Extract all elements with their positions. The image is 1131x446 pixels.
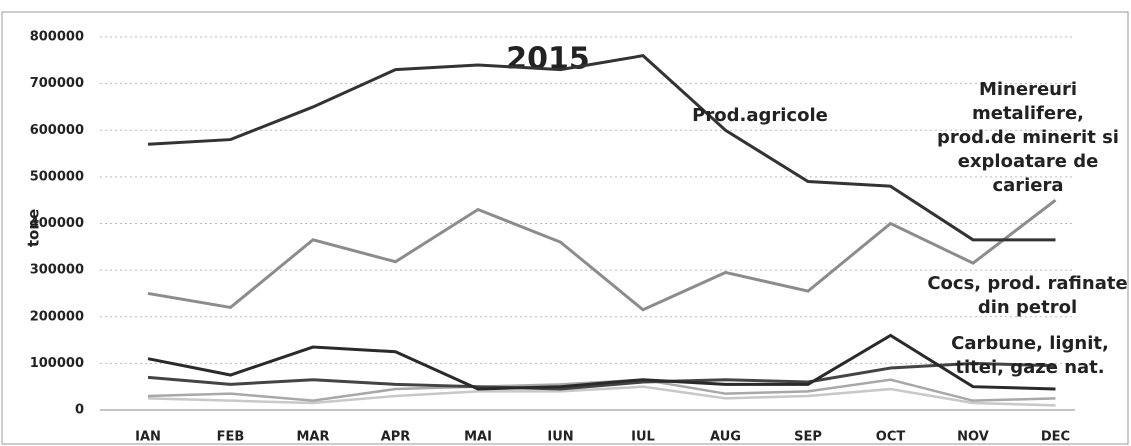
x-tick-label: APR bbox=[381, 430, 411, 445]
y-tick-label: 500000 bbox=[30, 169, 84, 184]
x-tick-label: IUL bbox=[631, 430, 655, 445]
x-tick-label: NOV bbox=[957, 430, 989, 445]
x-tick-label: OCT bbox=[876, 430, 906, 445]
chart-title: 2015 bbox=[506, 42, 590, 77]
x-tick-label: SEP bbox=[794, 430, 822, 445]
x-tick-label: MAI bbox=[464, 430, 492, 445]
y-tick-label: 200000 bbox=[30, 309, 84, 324]
series-label: Cocs, prod. rafinate din petrol bbox=[927, 273, 1128, 318]
y-tick-label: 400000 bbox=[30, 216, 84, 231]
y-tick-label: 300000 bbox=[30, 263, 84, 278]
series-line bbox=[147, 54, 1056, 242]
series-line bbox=[147, 361, 1056, 391]
series-line bbox=[147, 385, 1056, 407]
y-tick-label: 100000 bbox=[30, 356, 84, 371]
x-tick-label: MAR bbox=[296, 430, 329, 445]
y-tick-label: 800000 bbox=[30, 30, 84, 45]
x-tick-label: FEB bbox=[217, 430, 245, 445]
y-axis-label: tone bbox=[25, 209, 43, 247]
series-label: Minereuri metalifere, prod.de minerit si… bbox=[937, 79, 1119, 196]
series-line bbox=[147, 333, 1056, 391]
series-label: Carbune, lignit, titei, gaze nat. bbox=[951, 333, 1109, 378]
y-tick-label: 700000 bbox=[30, 76, 84, 91]
frame bbox=[1, 11, 1129, 445]
x-tick-label: AUG bbox=[710, 430, 741, 445]
series-label: Prod.agricole bbox=[692, 105, 828, 126]
y-tick-label: 0 bbox=[75, 403, 84, 418]
x-tick-label: IUN bbox=[547, 430, 573, 445]
series-line bbox=[147, 198, 1057, 312]
x-tick-label: DEC bbox=[1041, 430, 1070, 445]
x-tick-label: IAN bbox=[135, 430, 161, 445]
y-tick-label: 600000 bbox=[30, 123, 84, 138]
